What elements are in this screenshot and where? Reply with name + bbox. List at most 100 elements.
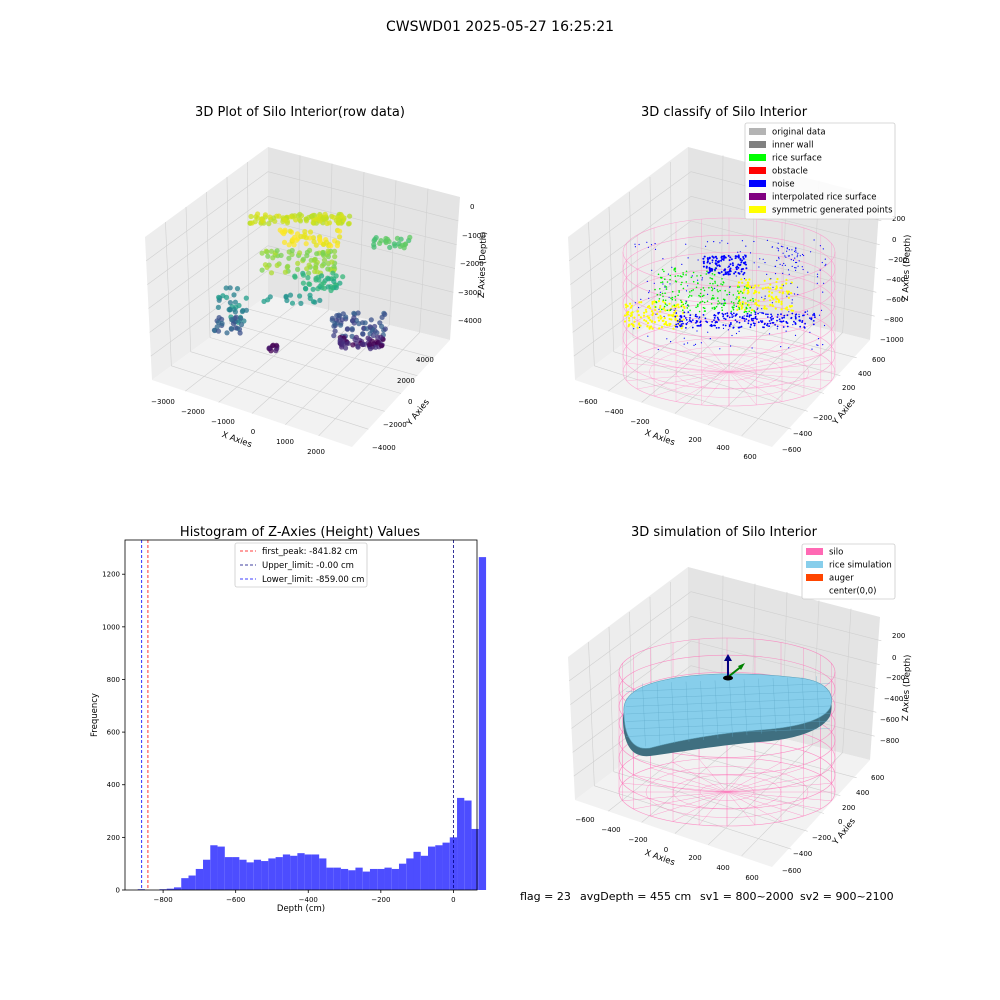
classified-point [740,278,743,281]
classified-point [739,258,742,260]
classified-point [764,286,767,289]
histogram-bar [471,828,479,890]
histogram-bar [188,875,196,890]
classified-point [804,311,807,313]
histogram-bar [391,868,399,890]
scatter-point [367,346,373,352]
classified-point [710,298,713,300]
classified-point [803,326,806,328]
classified-point [674,267,677,270]
classified-point [712,325,714,327]
classified-point [816,273,819,275]
classified-point [737,263,740,266]
y-tick-label: 600 [107,729,120,737]
classified-point [786,295,788,297]
raw-right-pane [268,147,460,340]
classified-point [733,272,736,275]
classified-point [781,264,784,266]
classified-point [695,322,697,324]
mesh-line [801,676,806,729]
classify-x-label: X Axies [643,428,676,448]
classified-point [731,316,734,318]
scatter-point [349,318,356,324]
histogram-bar [377,868,385,890]
classified-point [717,271,720,274]
classified-point [671,305,674,308]
simulation-x-tick: 600 [745,874,758,882]
classified-point [809,331,811,333]
classified-point [676,326,679,328]
classified-point [711,297,714,299]
classified-point [766,316,769,318]
rice-surface-mesh [625,676,831,747]
classified-point [715,267,718,270]
classified-point [784,307,787,310]
histogram-bar [166,888,174,890]
classified-point [774,307,777,310]
classified-point [727,273,730,275]
scatter-point [360,331,366,337]
classified-point [797,293,799,296]
classified-point [728,316,731,319]
classified-point [812,323,815,326]
classified-point [782,272,784,274]
scatter-point [378,334,384,340]
classified-point [676,314,679,317]
classified-point [717,312,719,314]
classified-point [811,348,813,350]
classified-point [699,292,702,295]
scatter-point [325,266,331,272]
classified-point [697,259,699,261]
histogram-reference-lines [141,540,454,890]
classified-point [736,320,738,323]
classified-point [674,315,677,318]
classified-point [795,269,797,271]
classified-point [685,319,688,321]
legend-swatch [806,548,823,555]
classified-point [683,337,685,339]
classified-point [645,310,648,313]
raw-y-tick: −4000 [372,444,396,452]
classified-point [648,316,651,319]
classified-point [666,304,668,307]
classified-point [798,260,800,262]
scatter-point [319,263,325,269]
classified-point [698,316,701,319]
classified-point [711,268,714,271]
classified-point [703,301,706,304]
classified-point [643,311,646,314]
classified-point [754,316,756,318]
scatter-point [266,221,272,227]
scatter-point [243,295,249,301]
classified-point [686,322,689,324]
classified-point [654,288,656,291]
classified-point [724,313,727,315]
classified-point [747,319,750,322]
histogram-bars [137,557,487,890]
scatter-point [298,233,304,240]
classified-point [767,295,771,298]
classified-point [785,290,789,293]
classified-point [722,258,725,261]
classified-point [745,263,747,266]
classified-point [716,284,719,287]
classified-point [743,271,746,274]
classified-point [816,344,818,346]
classified-point [777,299,781,302]
classified-point [727,254,730,257]
classified-point [776,297,779,300]
classified-point [685,243,687,245]
classified-point [796,261,798,264]
raw-x-tick: 1000 [276,438,294,446]
classified-point [751,347,753,349]
classified-point [810,318,813,321]
classified-point [628,323,631,326]
simulation-y-tick: −200 [812,834,831,842]
classify-legend: original data inner wall rice surface obsta… [744,122,896,220]
simulation-x-tick: −200 [628,836,647,844]
scatter-point [311,238,317,245]
classified-point [785,282,788,285]
classified-point [794,315,796,317]
classified-point [642,314,646,317]
